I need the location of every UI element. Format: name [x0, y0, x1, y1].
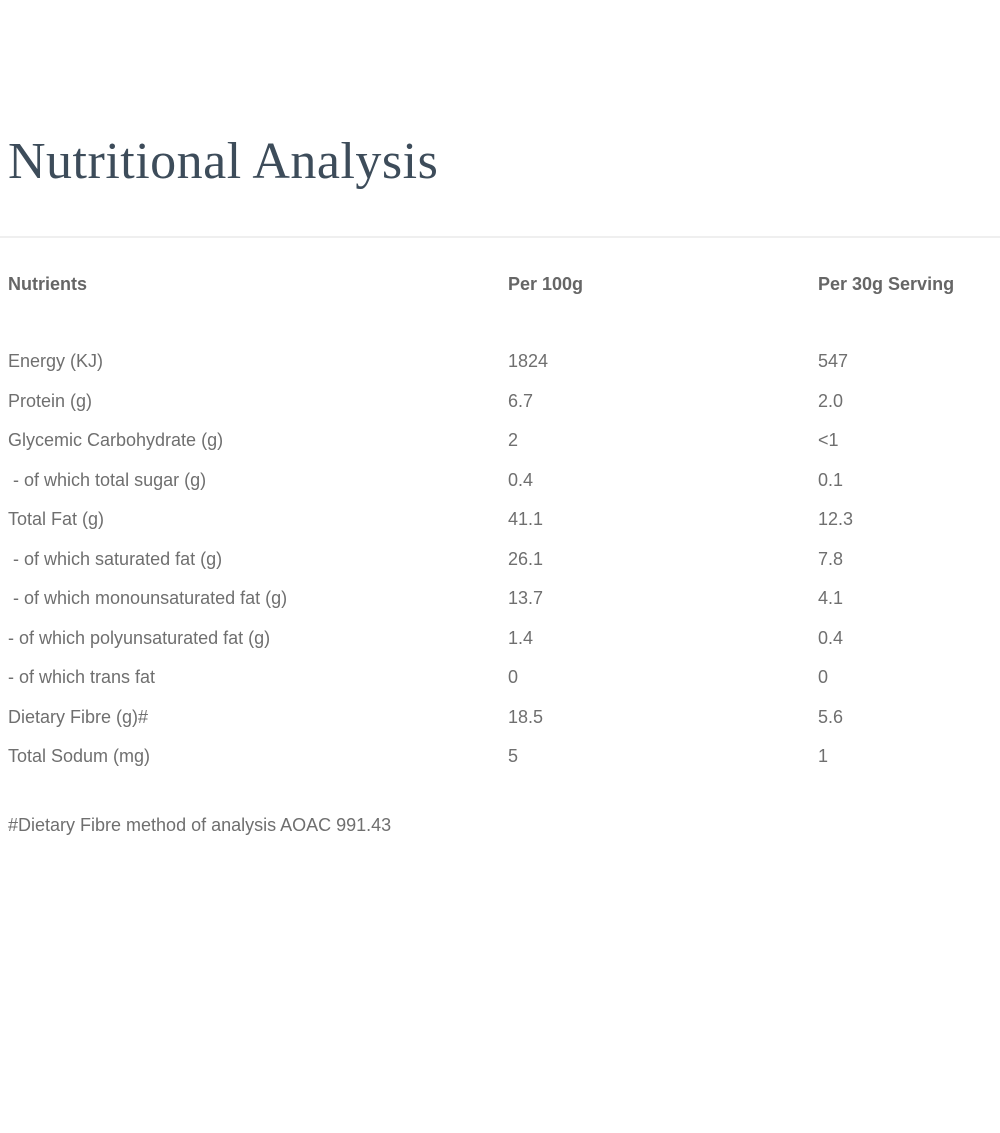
per-30g-value: 0.1	[818, 469, 844, 490]
per-30g-value: 0.4	[818, 627, 844, 648]
per-30g-value: <1	[818, 430, 839, 451]
table-header-row: Nutrients Per 100g Per 30g Serving	[0, 274, 1000, 295]
per-30g-value: 1	[818, 746, 829, 767]
table-row: Protein (g) 6.7 2.0	[0, 382, 1000, 422]
per-30g-value: 547	[818, 351, 849, 372]
per-100g-value: 0	[508, 667, 519, 688]
table-row: - of which polyunsaturated fat (g) 1.4 0…	[0, 619, 1000, 659]
footnote: #Dietary Fibre method of analysis AOAC 9…	[8, 814, 392, 835]
per-30g-value: 0	[818, 667, 829, 688]
table-row: Total Sodum (mg) 5 1	[0, 737, 1000, 777]
table-row: - of which total sugar (g) 0.4 0.1	[0, 461, 1000, 501]
nutrition-table: Nutrients Per 100g Per 30g Serving Energ…	[0, 274, 1000, 777]
nutrient-label: - of which monounsaturated fat (g)	[8, 588, 288, 609]
nutrient-label: Glycemic Carbohydrate (g)	[8, 430, 224, 451]
per-100g-value: 0.4	[508, 469, 534, 490]
per-100g-value: 13.7	[508, 588, 544, 609]
column-header-per-30g-serving: Per 30g Serving	[818, 274, 955, 295]
per-100g-value: 6.7	[508, 390, 534, 411]
nutrient-label: Dietary Fibre (g)#	[8, 706, 149, 727]
nutrient-label: Protein (g)	[8, 390, 93, 411]
table-row: Dietary Fibre (g)# 18.5 5.6	[0, 698, 1000, 738]
nutrient-label: - of which saturated fat (g)	[8, 548, 223, 569]
per-100g-value: 5	[508, 746, 519, 767]
per-100g-value: 41.1	[508, 509, 544, 530]
nutritional-analysis-page: Nutritional Analysis Nutrients Per 100g …	[0, 133, 1000, 836]
column-header-per-100g: Per 100g	[508, 274, 584, 295]
nutrient-label: Energy (KJ)	[8, 351, 104, 372]
per-30g-value: 4.1	[818, 588, 844, 609]
per-100g-value: 2	[508, 430, 519, 451]
nutrient-label: - of which total sugar (g)	[8, 469, 207, 490]
per-30g-value: 5.6	[818, 706, 844, 727]
table-row: - of which saturated fat (g) 26.1 7.8	[0, 540, 1000, 580]
per-100g-value: 26.1	[508, 548, 544, 569]
table-body: Energy (KJ) 1824 547 Protein (g) 6.7 2.0…	[0, 342, 1000, 777]
per-30g-value: 12.3	[818, 509, 854, 530]
per-100g-value: 1.4	[508, 627, 534, 648]
table-row: Glycemic Carbohydrate (g) 2 <1	[0, 421, 1000, 461]
per-30g-value: 7.8	[818, 548, 844, 569]
table-row: Energy (KJ) 1824 547	[0, 342, 1000, 382]
per-30g-value: 2.0	[818, 390, 844, 411]
per-100g-value: 1824	[508, 351, 549, 372]
section-divider	[0, 236, 1000, 239]
nutrient-label: - of which trans fat	[8, 667, 156, 688]
nutrient-label: Total Fat (g)	[8, 509, 105, 530]
page-title: Nutritional Analysis	[8, 133, 439, 190]
nutrient-label: Total Sodum (mg)	[8, 746, 151, 767]
table-row: Total Fat (g) 41.1 12.3	[0, 500, 1000, 540]
column-header-nutrients: Nutrients	[8, 274, 88, 295]
per-100g-value: 18.5	[508, 706, 544, 727]
table-row: - of which trans fat 0 0	[0, 658, 1000, 698]
nutrient-label: - of which polyunsaturated fat (g)	[8, 627, 271, 648]
table-row: - of which monounsaturated fat (g) 13.7 …	[0, 579, 1000, 619]
